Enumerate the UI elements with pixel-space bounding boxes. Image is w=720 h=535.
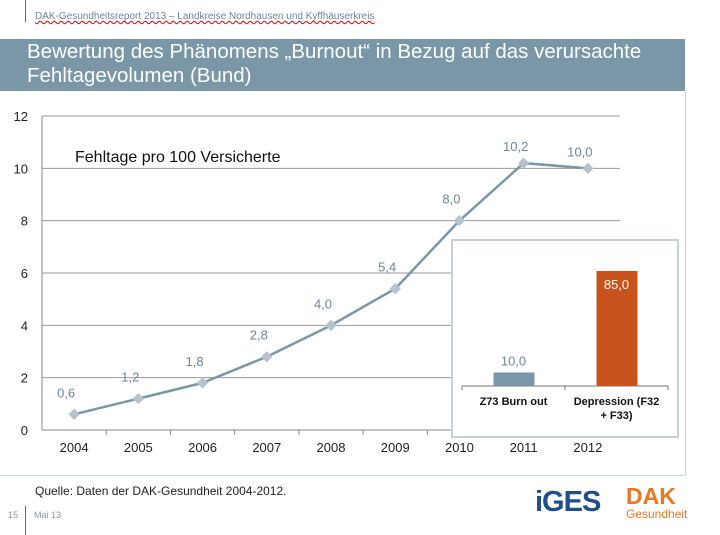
- inset-bar: [596, 271, 638, 386]
- inset-data-label: 85,0: [604, 277, 629, 292]
- y-tick-label: 8: [21, 214, 28, 229]
- data-point: [325, 319, 337, 331]
- x-tick-label: 2009: [381, 440, 410, 455]
- x-tick-label: 2011: [510, 440, 538, 455]
- iges-logo: iGES: [535, 486, 601, 518]
- source-note: Quelle: Daten der DAK-Gesundheit 2004-20…: [35, 484, 287, 498]
- dak-logo: DAK: [626, 483, 676, 509]
- data-label: 5,4: [378, 260, 396, 275]
- chart-panel: [0, 91, 686, 476]
- title-band: [0, 39, 685, 91]
- y-tick-label: 0: [21, 423, 28, 438]
- page-number: 15: [8, 510, 19, 520]
- data-point: [132, 392, 144, 405]
- slide-title: Bewertung des Phänomens „Burnout“ in Bez…: [27, 40, 642, 87]
- data-point: [261, 351, 273, 363]
- x-tick-label: 2012: [573, 440, 602, 455]
- x-tick-label: 2007: [252, 440, 281, 455]
- data-label: 1,8: [186, 354, 204, 369]
- data-label: 10,0: [567, 144, 592, 159]
- data-label: 0,6: [57, 385, 75, 400]
- data-point: [389, 283, 401, 295]
- data-label: 1,2: [121, 370, 139, 385]
- report-header: DAK-Gesundheitsreport 2013 – Landkreise …: [35, 11, 375, 22]
- y-tick-label: 2: [21, 371, 28, 386]
- inset-panel: [451, 239, 679, 438]
- accent-line-bottom: [25, 506, 26, 535]
- x-tick-label: 2008: [317, 440, 346, 455]
- y-tick-label: 12: [14, 109, 28, 124]
- inset-data-label: 10,0: [501, 353, 526, 368]
- data-point: [582, 162, 594, 174]
- inset-category-label: Depression (F32: [574, 396, 660, 408]
- data-point: [68, 408, 80, 420]
- data-label: 2,8: [250, 328, 268, 343]
- x-tick-label: 2006: [188, 440, 217, 455]
- x-tick-label: 2004: [60, 440, 89, 455]
- inset-category-label: Z73 Burn out: [480, 396, 548, 408]
- data-label: 4,0: [314, 296, 332, 311]
- data-label: 10,2: [503, 139, 528, 154]
- chart-title: Fehltage pro 100 Versicherte: [75, 149, 281, 166]
- data-label: 8,0: [442, 192, 460, 207]
- dak-logo-subtitle: Gesundheit: [626, 507, 688, 521]
- y-tick-label: 10: [14, 161, 28, 176]
- inset-category-label-cont: + F33): [600, 410, 632, 422]
- y-tick-label: 6: [21, 266, 28, 281]
- inset-bar: [493, 372, 535, 386]
- x-tick-label: 2010: [445, 440, 474, 455]
- accent-line-top: [25, 0, 26, 22]
- data-point: [518, 157, 530, 169]
- slide-date: Mai 13: [34, 510, 62, 520]
- x-tick-label: 2005: [124, 440, 153, 455]
- data-point: [196, 377, 209, 389]
- y-tick-label: 4: [21, 318, 28, 333]
- data-point: [453, 215, 466, 227]
